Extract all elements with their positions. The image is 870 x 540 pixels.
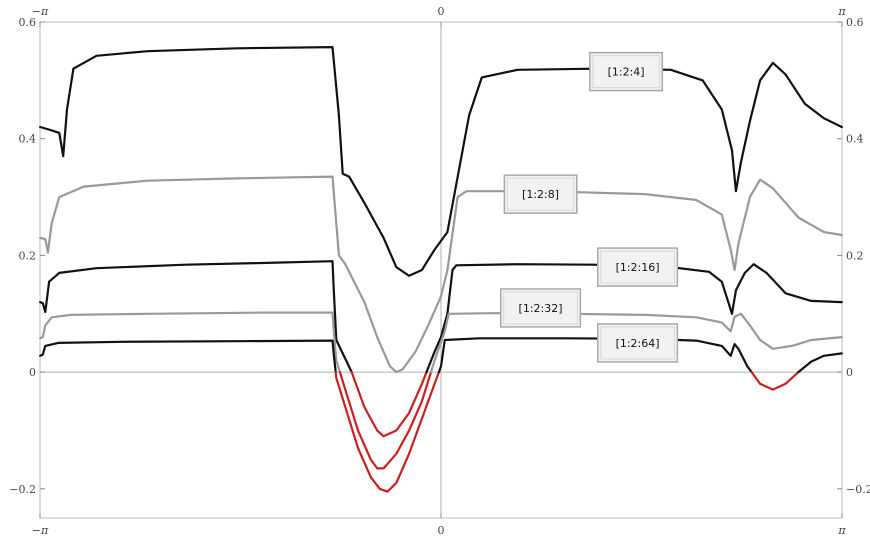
series-label-box — [589, 51, 664, 92]
series-labels: [1:2:4] [1:2:8] [1:2:16] [1:2:32] [1:2:64] — [500, 51, 679, 363]
series-line — [39, 311, 341, 374]
series-line — [39, 46, 843, 277]
series-label: [1:2:4] — [589, 51, 664, 92]
series-label-inner-border — [506, 177, 575, 211]
series-label: [1:2:64] — [597, 323, 679, 363]
series-label: [1:2:8] — [503, 174, 578, 214]
series-label-box — [500, 288, 582, 328]
series-label-text: [1:2:4] — [608, 66, 645, 79]
y-tick-label: 0.6 — [19, 16, 37, 29]
series-label-inner-border — [600, 326, 675, 360]
series-layer — [39, 46, 843, 493]
y-tick-label: −0.2 — [9, 483, 36, 496]
series-label-box — [503, 174, 578, 214]
series-label-inner-border — [600, 250, 675, 284]
series-line — [39, 260, 353, 374]
series-label-box — [597, 247, 679, 287]
y-tick-label-right: −0.2 — [846, 483, 870, 496]
series-negative-segment — [334, 371, 440, 493]
series-label-text: [1:2:64] — [616, 337, 660, 350]
y-tick-label-right: 0.2 — [846, 249, 864, 262]
series-label-box — [597, 323, 679, 363]
y-tick-label-right: 0.4 — [846, 133, 864, 146]
series-line — [437, 337, 753, 374]
x-tick-label: 0 — [438, 524, 445, 537]
series-line — [797, 352, 843, 374]
y-tick-label-right: 0 — [846, 366, 853, 379]
series-line — [429, 312, 843, 374]
y-tick-label-right: 0.6 — [846, 16, 864, 29]
series-line — [39, 339, 337, 374]
x-tick-label: −π — [32, 524, 49, 537]
series-label: [1:2:32] — [500, 288, 582, 328]
y-tick-label: 0.4 — [19, 133, 37, 146]
series-negative-segment — [750, 371, 800, 391]
series-label-text: [1:2:16] — [616, 261, 660, 274]
series-negative-segment — [338, 371, 433, 470]
axes: −π −π 0 0 π π −0.2 −0.2 0 0 0.2 0.2 0.4 0.4 0.6 0.6 — [9, 5, 870, 537]
y-tick-label: 0 — [29, 366, 36, 379]
series-label-inner-border — [503, 291, 578, 325]
series-label: [1:2:16] — [597, 247, 679, 287]
x-tick-label-top: 0 — [438, 5, 445, 18]
series-negative-segment — [350, 371, 428, 438]
y-tick-label: 0.2 — [19, 249, 37, 262]
series-label-text: [1:2:32] — [519, 302, 563, 315]
x-tick-label-top: −π — [32, 5, 49, 18]
series-line — [39, 175, 843, 374]
x-tick-label-top: π — [837, 5, 846, 18]
x-tick-label: π — [837, 524, 846, 537]
series-label-inner-border — [592, 55, 660, 89]
series-label-text: [1:2:8] — [522, 188, 559, 201]
series-line — [425, 263, 843, 374]
